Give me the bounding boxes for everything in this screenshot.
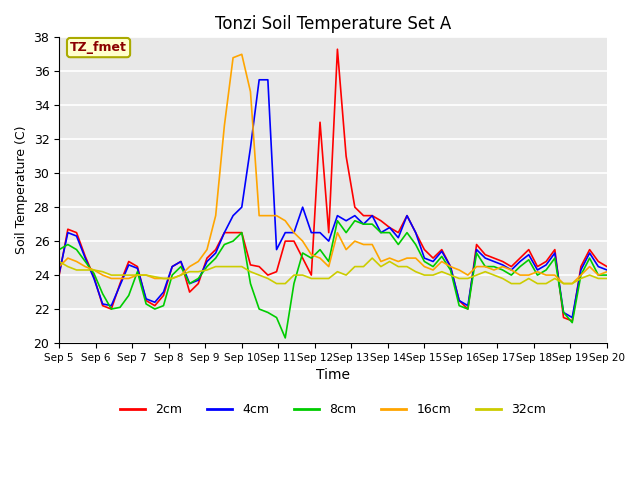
Line: 4cm: 4cm (59, 80, 607, 318)
4cm (255, 77, 263, 83)
32cm (125, 272, 132, 278)
2cm (325, 230, 333, 236)
2cm (125, 259, 132, 264)
2cm (369, 213, 376, 218)
16cm (369, 241, 376, 247)
16cm (290, 230, 298, 236)
8cm (55, 247, 63, 252)
Y-axis label: Soil Temperature (C): Soil Temperature (C) (15, 126, 28, 254)
2cm (412, 230, 420, 236)
Legend: 2cm, 4cm, 8cm, 16cm, 32cm: 2cm, 4cm, 8cm, 16cm, 32cm (115, 398, 551, 421)
2cm (333, 47, 341, 52)
16cm (603, 269, 611, 275)
16cm (420, 264, 428, 269)
X-axis label: Time: Time (316, 368, 350, 382)
Text: TZ_fmet: TZ_fmet (70, 41, 127, 54)
16cm (560, 281, 568, 287)
4cm (603, 267, 611, 273)
2cm (282, 238, 289, 244)
4cm (420, 255, 428, 261)
4cm (412, 230, 420, 236)
8cm (420, 259, 428, 264)
16cm (333, 230, 341, 236)
32cm (377, 264, 385, 269)
2cm (420, 247, 428, 252)
32cm (273, 281, 280, 287)
32cm (369, 255, 376, 261)
16cm (238, 51, 246, 57)
2cm (568, 318, 576, 324)
16cm (412, 255, 420, 261)
8cm (290, 281, 298, 287)
8cm (342, 230, 350, 236)
Title: Tonzi Soil Temperature Set A: Tonzi Soil Temperature Set A (215, 15, 451, 33)
Line: 8cm: 8cm (59, 221, 607, 338)
4cm (568, 315, 576, 321)
Line: 16cm: 16cm (59, 54, 607, 284)
32cm (603, 276, 611, 281)
8cm (429, 264, 437, 269)
32cm (429, 272, 437, 278)
4cm (290, 230, 298, 236)
4cm (125, 262, 132, 268)
4cm (333, 213, 341, 218)
32cm (290, 272, 298, 278)
4cm (55, 271, 63, 276)
2cm (55, 272, 63, 278)
2cm (603, 264, 611, 269)
16cm (125, 276, 132, 281)
Line: 2cm: 2cm (59, 49, 607, 321)
32cm (55, 259, 63, 264)
Line: 32cm: 32cm (59, 258, 607, 284)
32cm (420, 272, 428, 278)
8cm (377, 230, 385, 236)
32cm (333, 269, 341, 275)
4cm (369, 213, 376, 218)
8cm (603, 272, 611, 278)
8cm (282, 335, 289, 341)
8cm (333, 218, 341, 224)
16cm (55, 264, 63, 269)
8cm (125, 293, 132, 299)
